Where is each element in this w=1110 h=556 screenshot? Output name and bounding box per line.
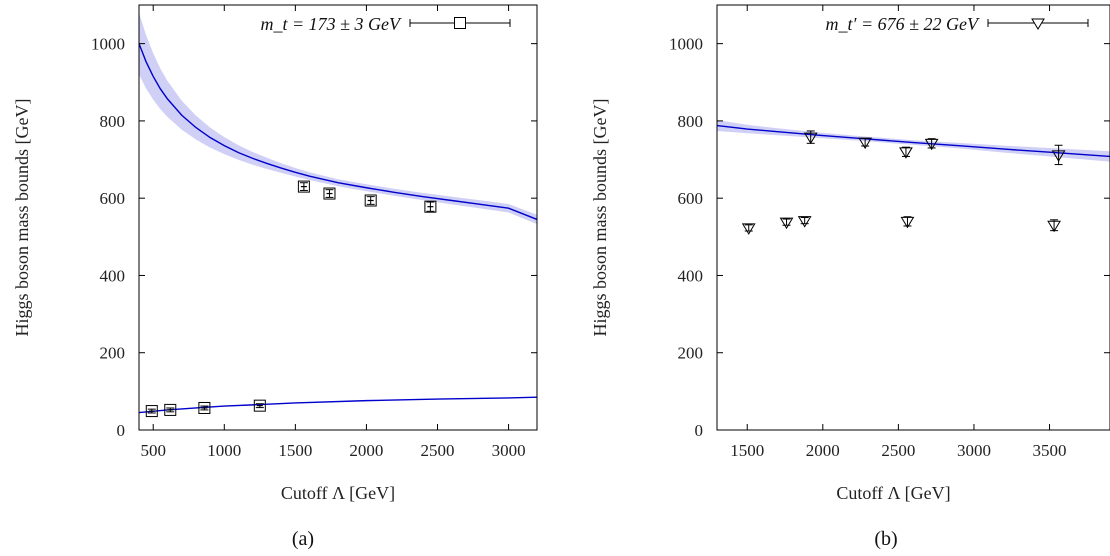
x-tick-label: 2000 xyxy=(349,441,383,460)
fit-band xyxy=(139,12,537,225)
y-tick-label: 600 xyxy=(678,189,704,208)
y-tick-label: 400 xyxy=(678,266,704,285)
data-point xyxy=(145,405,158,418)
data-point xyxy=(899,146,913,159)
square-marker xyxy=(164,403,177,416)
x-tick-label: 1500 xyxy=(730,441,764,460)
fit-band xyxy=(717,120,1110,162)
square-marker xyxy=(145,405,158,418)
chart-panel-a: 500 1000 1500 2000 2500 3000 0 200 400 600 800 1000… xyxy=(12,4,538,550)
y-tick-label: 0 xyxy=(117,421,126,440)
y-tick-label: 800 xyxy=(100,112,126,131)
y-tick-label: 200 xyxy=(100,344,126,363)
data-point xyxy=(364,194,377,207)
plot-frame xyxy=(138,4,538,431)
data-point xyxy=(253,399,266,412)
data-point xyxy=(198,401,211,414)
panel-caption: (b) xyxy=(874,528,897,550)
legend: m_t = 173 ± 3 GeV xyxy=(260,14,511,34)
x-tick-label: 2000 xyxy=(806,441,840,460)
plot-area xyxy=(717,120,1110,235)
y-tick-label: 200 xyxy=(678,344,704,363)
x-tick-label: 500 xyxy=(140,441,166,460)
data-point xyxy=(741,223,756,235)
triangle-marker xyxy=(900,216,915,229)
fit-line xyxy=(139,43,537,221)
x-tick-label: 1500 xyxy=(278,441,312,460)
data-point xyxy=(323,187,336,200)
x-tick-label: 2500 xyxy=(881,441,915,460)
triangle-marker xyxy=(858,137,873,150)
x-axis-label: Cutoff Λ [GeV] xyxy=(836,483,950,503)
legend: m_t′ = 676 ± 22 GeV xyxy=(826,14,1089,34)
x-tick-label: 1000 xyxy=(207,441,241,460)
triangle-marker xyxy=(779,217,794,230)
fit-line xyxy=(717,124,1110,158)
data-point xyxy=(924,138,939,151)
square-marker xyxy=(364,194,377,207)
chart-panel-b: 1500 2000 2500 3000 3500 0 200 400 600 800 1000 Cut… xyxy=(590,4,1110,550)
fit-line xyxy=(139,396,537,414)
data-point xyxy=(164,403,177,416)
square-marker xyxy=(253,399,266,412)
data-point xyxy=(1047,219,1061,233)
data-point xyxy=(803,130,818,145)
data-point xyxy=(900,216,915,229)
x-tick-label: 3000 xyxy=(492,441,526,460)
plot-frame xyxy=(716,4,1110,431)
triangle-marker xyxy=(797,216,812,228)
triangle-marker xyxy=(1047,220,1061,233)
square-marker xyxy=(323,187,336,200)
data-point xyxy=(1051,144,1066,166)
legend-square-marker xyxy=(454,17,466,29)
y-tick-label: 800 xyxy=(678,112,704,131)
data-point xyxy=(424,200,437,213)
legend-label: m_t = 173 ± 3 GeV xyxy=(260,14,402,34)
y-tick-label: 1000 xyxy=(91,35,125,54)
x-tick-label: 3000 xyxy=(957,441,991,460)
triangle-marker xyxy=(803,132,818,145)
square-marker xyxy=(297,180,310,193)
triangle-marker xyxy=(741,223,756,235)
y-tick-label: 600 xyxy=(100,189,126,208)
legend-label: m_t′ = 676 ± 22 GeV xyxy=(826,14,980,34)
data-point xyxy=(779,217,794,230)
panel-caption: (a) xyxy=(292,528,314,550)
data-point xyxy=(858,137,873,150)
x-axis-label: Cutoff Λ [GeV] xyxy=(281,483,395,503)
data-point xyxy=(797,216,812,228)
triangle-marker xyxy=(924,138,939,151)
legend-triangle-marker xyxy=(1031,18,1045,30)
y-tick-label: 1000 xyxy=(669,35,703,54)
data-point xyxy=(297,180,310,193)
y-tick-label: 0 xyxy=(695,421,704,440)
square-marker xyxy=(198,401,211,414)
plot-area xyxy=(139,12,537,418)
y-axis-label: Higgs boson mass bounds [GeV] xyxy=(12,99,32,337)
triangle-marker xyxy=(899,147,913,159)
x-tick-label: 2500 xyxy=(421,441,455,460)
x-tick-label: 3500 xyxy=(1033,441,1067,460)
y-axis-label: Higgs boson mass bounds [GeV] xyxy=(590,99,610,337)
triangle-marker xyxy=(1051,150,1066,162)
square-marker xyxy=(424,200,437,213)
y-tick-label: 400 xyxy=(100,266,126,285)
